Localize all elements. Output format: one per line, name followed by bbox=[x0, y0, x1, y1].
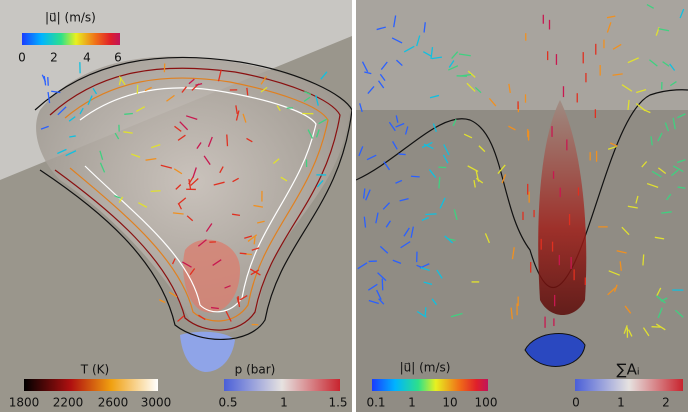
arrow bbox=[247, 88, 248, 96]
right-panel bbox=[356, 0, 688, 412]
tick-label: 0.1 bbox=[366, 396, 385, 410]
arrow bbox=[411, 176, 420, 177]
tick-label: 1 bbox=[280, 396, 288, 410]
tick-label: 2600 bbox=[98, 396, 129, 410]
tick-label: 4 bbox=[83, 51, 91, 65]
tick-label: 0.5 bbox=[218, 396, 237, 410]
colorbar-title: T (K) bbox=[80, 363, 109, 377]
arrow bbox=[240, 253, 247, 254]
colorbar-title: ∑Aᵢ bbox=[616, 361, 639, 379]
colorbar bbox=[372, 379, 488, 391]
colorbar bbox=[22, 33, 120, 45]
tick-label: 2 bbox=[662, 396, 670, 410]
tick-label: 1.5 bbox=[328, 396, 347, 410]
colorbar bbox=[224, 379, 340, 391]
tick-label: 6 bbox=[114, 51, 122, 65]
arrow bbox=[227, 134, 228, 146]
arrow bbox=[124, 113, 133, 114]
tick-label: 0 bbox=[572, 396, 580, 410]
tick-label: 0 bbox=[18, 51, 26, 65]
tick-label: 3000 bbox=[141, 396, 172, 410]
tick-label: 1 bbox=[408, 396, 416, 410]
arrow bbox=[425, 214, 436, 215]
colorbar-title: |u⃗| (m/s) bbox=[400, 361, 451, 375]
arrow bbox=[425, 307, 426, 316]
colorbar bbox=[24, 379, 158, 391]
visualization: |u⃗| (m/s) 0 2 4 6 T (K) 1800 2200 2600 … bbox=[0, 0, 688, 412]
arrow bbox=[643, 254, 644, 265]
arrow bbox=[151, 191, 161, 192]
colorbar-title: |u⃗| (m/s) bbox=[45, 11, 96, 25]
colorbar bbox=[575, 379, 683, 391]
tick-label: 1800 bbox=[9, 396, 40, 410]
tick-label: 100 bbox=[475, 396, 498, 410]
arrow bbox=[439, 177, 440, 188]
colorbar-title: p (bar) bbox=[235, 363, 276, 377]
tick-label: 2 bbox=[50, 51, 58, 65]
tick-label: 10 bbox=[442, 396, 457, 410]
tick-label: 2200 bbox=[53, 396, 84, 410]
arrow bbox=[399, 154, 406, 155]
tick-label: 1 bbox=[617, 396, 625, 410]
gas-region bbox=[356, 0, 688, 110]
